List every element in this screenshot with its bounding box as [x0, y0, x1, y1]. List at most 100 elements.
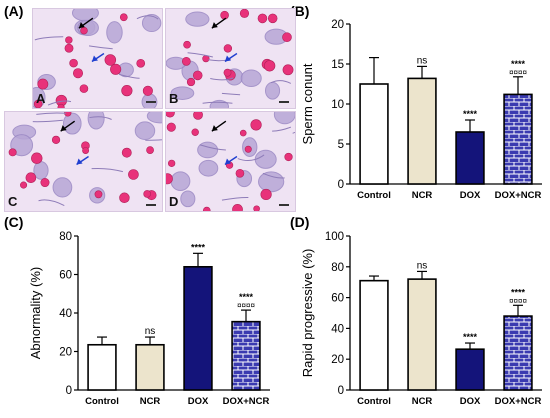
- cell: [87, 112, 105, 130]
- micrograph-cells: [33, 9, 162, 108]
- y-tick-label: 20: [331, 354, 344, 366]
- cell: [209, 99, 230, 108]
- red-cell: [72, 68, 84, 79]
- x-tick-label: DOX+NCR: [495, 396, 542, 407]
- x-tick-label: NCR: [412, 396, 433, 407]
- red-cell: [8, 148, 17, 157]
- scale-bar: [146, 101, 156, 103]
- x-tick-label: NCR: [140, 396, 161, 407]
- sperm-tail: [221, 196, 249, 201]
- x-tick-label: NCR: [412, 190, 433, 201]
- x-tick-label: DOX: [460, 190, 481, 201]
- bar-control: [359, 279, 389, 391]
- cell: [10, 134, 34, 157]
- red-cell: [282, 64, 294, 76]
- y-tick-label: 20: [331, 19, 344, 31]
- bar-control: [87, 343, 117, 391]
- scale-bar: [279, 101, 289, 103]
- sperm-tail: [47, 100, 72, 106]
- red-cell: [31, 152, 43, 164]
- red-cell: [82, 147, 90, 154]
- y-tick-label: 20: [59, 347, 72, 359]
- sperm-tail: [32, 119, 63, 123]
- red-cell: [235, 168, 245, 178]
- micrograph-b-label: B: [169, 91, 179, 106]
- red-cell: [250, 119, 262, 131]
- bar-dox: [455, 348, 485, 391]
- cell: [170, 86, 195, 100]
- sperm-tail: [221, 92, 241, 96]
- significance-label: ****: [463, 332, 478, 342]
- bar-ncr: [407, 77, 437, 185]
- significance-label: ns: [417, 55, 428, 66]
- sperm-tail: [272, 126, 292, 132]
- red-cell: [267, 13, 278, 24]
- sperm-tail: [187, 52, 214, 58]
- arrow-black-head: [78, 22, 85, 29]
- red-cell: [110, 63, 122, 75]
- arrow-blue-head: [224, 55, 231, 62]
- cell: [185, 11, 210, 27]
- bar-ncr: [407, 278, 437, 391]
- red-cell: [168, 159, 176, 167]
- sperm-tail: [34, 36, 64, 41]
- sperm-tail: [202, 101, 233, 104]
- x-tick-label: DOX: [188, 396, 209, 407]
- significance-label: ****: [511, 287, 526, 297]
- red-cell: [20, 181, 28, 189]
- micrograph-a-image: [33, 9, 162, 108]
- red-cell: [192, 70, 203, 81]
- red-cell: [284, 152, 293, 162]
- chart-sperm-count: Sperm conunt 0 5 10 15 20 Control ns NCR **** DOX *…: [300, 19, 542, 201]
- red-cell: [223, 68, 232, 77]
- y-axis-label: Rapid progressive (%): [300, 249, 315, 378]
- y-axis-label: Abnormality (%): [28, 267, 43, 359]
- red-cell: [143, 190, 151, 198]
- sperm-tail: [136, 15, 159, 20]
- bar-dox: [183, 265, 213, 391]
- bar-ncr: [135, 343, 165, 391]
- sperm-tail: [36, 112, 67, 115]
- red-cell: [183, 40, 191, 49]
- panel-label-a: (A): [4, 3, 24, 19]
- scale-bar: [279, 204, 289, 206]
- x-tick-label: DOX: [460, 396, 481, 407]
- sperm-tail: [89, 45, 113, 50]
- micrograph-cells: [166, 112, 295, 211]
- micrograph-grid: A B C D: [4, 8, 296, 214]
- cell: [254, 149, 277, 169]
- y-tick-label: 10: [331, 99, 344, 111]
- micrograph-d: D: [165, 111, 296, 212]
- micrograph-b-image: [166, 9, 294, 108]
- y-tick-label: 40: [59, 308, 72, 320]
- red-cell: [104, 54, 117, 66]
- micrograph-cells: [166, 9, 294, 108]
- cell: [240, 69, 262, 88]
- red-cell: [64, 112, 72, 117]
- red-cell: [253, 205, 260, 211]
- red-cell: [40, 178, 50, 188]
- red-cell: [193, 112, 203, 120]
- red-cell: [94, 190, 103, 199]
- red-cell: [257, 13, 268, 24]
- red-cell: [119, 13, 128, 22]
- significance-label-ncr: ¤¤¤¤: [509, 296, 527, 305]
- red-cell: [80, 26, 88, 35]
- red-cell: [260, 188, 272, 201]
- significance-label: ****: [511, 59, 526, 69]
- significance-label: ns: [417, 260, 428, 271]
- sperm-tail: [199, 144, 226, 151]
- cell: [146, 112, 162, 124]
- y-tick-label: 80: [331, 262, 344, 274]
- arrow-blue-head: [76, 158, 83, 165]
- red-cell: [191, 128, 199, 136]
- micrograph-d-label: D: [169, 194, 179, 209]
- sperm-tail: [118, 73, 140, 79]
- arrow-black-head: [60, 125, 67, 132]
- red-cell: [64, 43, 74, 53]
- red-cell: [202, 206, 211, 211]
- significance-label: ****: [191, 242, 206, 252]
- micrograph-c-image: [8, 112, 162, 206]
- red-cell: [181, 56, 191, 66]
- micrograph-c: C: [4, 111, 163, 212]
